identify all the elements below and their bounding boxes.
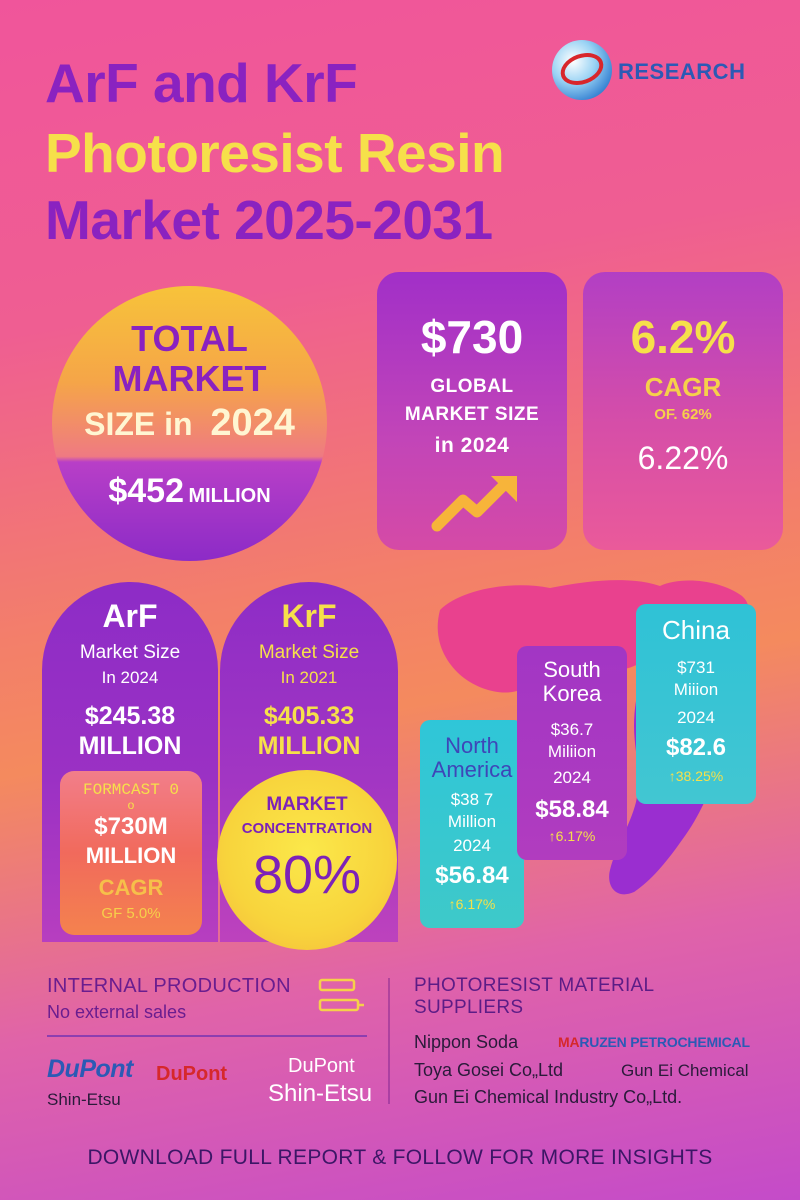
sk-v2: Miliion	[547, 742, 597, 761]
supplier-nippon-soda: Nippon Soda	[414, 1032, 519, 1052]
cagr-card: 6.2% CAGR OF. 62% 6.22%	[583, 272, 783, 550]
krf-sub: Market Size	[258, 642, 360, 663]
suppliers-title: PHOTORESIST MATERIAL SUPPLIERS	[414, 975, 654, 1018]
sk-v1: $36.7	[550, 720, 594, 739]
forecast-gf: GF 5.0%	[101, 905, 161, 922]
sk-name-1: South	[543, 657, 601, 682]
na-change-value: 6.17%	[455, 896, 496, 912]
total-market-line1: TOTAL	[131, 318, 248, 359]
concentration-line1: MARKET	[266, 794, 348, 815]
globe-icon	[552, 40, 612, 100]
krf-unit: MILLION	[257, 732, 361, 760]
global-market-value: $730	[420, 311, 524, 363]
krf-year: In 2021	[280, 668, 338, 687]
dupont-logo-blue: DuPont	[47, 1055, 133, 1083]
na-v2: Million	[447, 812, 497, 831]
forecast-sub: o	[127, 798, 135, 812]
title-line-2: Photoresist Resin	[45, 122, 505, 184]
sk-year: 2024	[553, 768, 591, 787]
supplier-toya-gosei: Toya Gosei Co„Ltd	[414, 1060, 564, 1080]
na-year: 2024	[453, 836, 491, 855]
total-market-value: $452 MILLION	[52, 472, 327, 511]
arf-year: In 2024	[101, 668, 159, 687]
arrow-up-icon: ↑	[668, 768, 676, 784]
arf-name: ArF	[102, 598, 158, 634]
supplier-gun-ei-industry: Gun Ei Chemical Industry Co„Ltd.	[414, 1087, 683, 1107]
total-market-unit: MILLION	[188, 485, 271, 507]
total-market-line2: MARKET	[112, 358, 267, 399]
supplier-gun-ei: Gun Ei Chemical	[621, 1061, 749, 1080]
maruzen-ma: MA	[558, 1034, 580, 1050]
arrow-up-icon: ↑	[448, 896, 456, 912]
forecast-box: FORMCAST 0 o $730M MILLION CAGR GF 5.0%	[60, 771, 202, 935]
arf-sub: Market Size	[79, 642, 181, 663]
forecast-cagr: CAGR	[98, 875, 164, 900]
maruzen-rest: RUZEN PETROCHEMICAL	[579, 1034, 750, 1050]
cable-icon	[318, 978, 364, 1012]
cagr-value-2: 6.22%	[637, 440, 729, 476]
region-card-south-korea: South Korea $36.7 Miliion 2024 $58.84 ↑6…	[517, 646, 627, 860]
logo-text: RESEARCH	[618, 59, 746, 84]
global-label-1: GLOBAL	[430, 376, 514, 397]
supplier-maruzen-logo: MARUZEN PETROCHEMICAL	[558, 1034, 750, 1050]
dupont-label-white: DuPont	[288, 1055, 355, 1077]
total-market-size-in: SIZE in	[84, 406, 193, 442]
bottom-vertical-divider	[388, 978, 390, 1104]
footer-cta[interactable]: DOWNLOAD FULL REPORT & FOLLOW FOR MORE I…	[87, 1146, 713, 1169]
internal-divider	[47, 1035, 367, 1037]
na-value: $56.84	[435, 862, 509, 889]
total-market-circle: TOTAL MARKET SIZE in 2024 $452 MILLION	[52, 286, 327, 561]
trend-up-arrow-icon	[431, 476, 517, 532]
concentration-value: 80%	[252, 845, 362, 905]
sk-value: $58.84	[535, 796, 609, 823]
region-card-china: China $731 Miiion 2024 $82.6 ↑38.25%	[636, 604, 756, 804]
region-card-north-america: North America $38 7 Million 2024 $56.84 …	[420, 720, 524, 928]
cagr-value: 6.2%	[630, 311, 736, 363]
concentration-line2: CONCENTRATION	[241, 820, 373, 837]
forecast-title: FORMCAST 0	[82, 781, 179, 799]
global-label-3: in 2024	[434, 434, 510, 457]
global-market-card: $730 GLOBAL MARKET SIZE in 2024	[377, 272, 567, 550]
cn-name: China	[662, 615, 730, 645]
na-name-1: North	[445, 733, 499, 758]
market-concentration-circle: MARKET CONCENTRATION 80%	[217, 770, 397, 950]
cn-v2: Miiion	[673, 680, 719, 699]
dupont-logo-red: DuPont	[156, 1063, 228, 1085]
krf-name: KrF	[281, 598, 337, 634]
cn-year: 2024	[677, 708, 715, 727]
arf-unit: MILLION	[78, 732, 182, 760]
internal-production-title: INTERNAL PRODUCTION	[47, 975, 291, 997]
arf-value: $245.38	[84, 702, 176, 730]
shin-etsu-label: Shin-Etsu	[47, 1090, 121, 1109]
internal-production-sub: No external sales	[47, 1002, 187, 1022]
total-market-year: 2024	[210, 402, 295, 444]
cagr-of: OF. 62%	[654, 406, 712, 423]
qy-research-logo: RESEARCH	[552, 40, 772, 104]
title-line-3: Market 2025-2031	[45, 189, 493, 251]
cn-v1: $731	[677, 658, 715, 677]
forecast-value: $730M	[94, 813, 168, 840]
shin-etsu-label-white: Shin-Etsu	[268, 1080, 373, 1107]
forecast-unit: MILLION	[85, 843, 177, 868]
cagr-label: CAGR	[644, 372, 722, 402]
na-name-2: America	[431, 757, 513, 782]
total-market-line3: SIZE in 2024	[52, 402, 327, 445]
sk-name-2: Korea	[542, 681, 602, 706]
global-label-2: MARKET SIZE	[404, 404, 540, 425]
cn-value: $82.6	[665, 734, 727, 761]
cn-change-value: 38.25%	[675, 768, 724, 784]
krf-value: $405.33	[263, 702, 355, 730]
cn-change: ↑38.25%	[636, 768, 756, 784]
na-change: ↑6.17%	[420, 896, 524, 912]
sk-change: ↑6.17%	[517, 828, 627, 844]
na-v1: $38 7	[450, 790, 494, 809]
sk-change-value: 6.17%	[555, 828, 596, 844]
title-line-1: ArF and KrF	[45, 52, 358, 114]
total-market-amount: $452	[108, 472, 184, 510]
arrow-up-icon: ↑	[548, 828, 556, 844]
